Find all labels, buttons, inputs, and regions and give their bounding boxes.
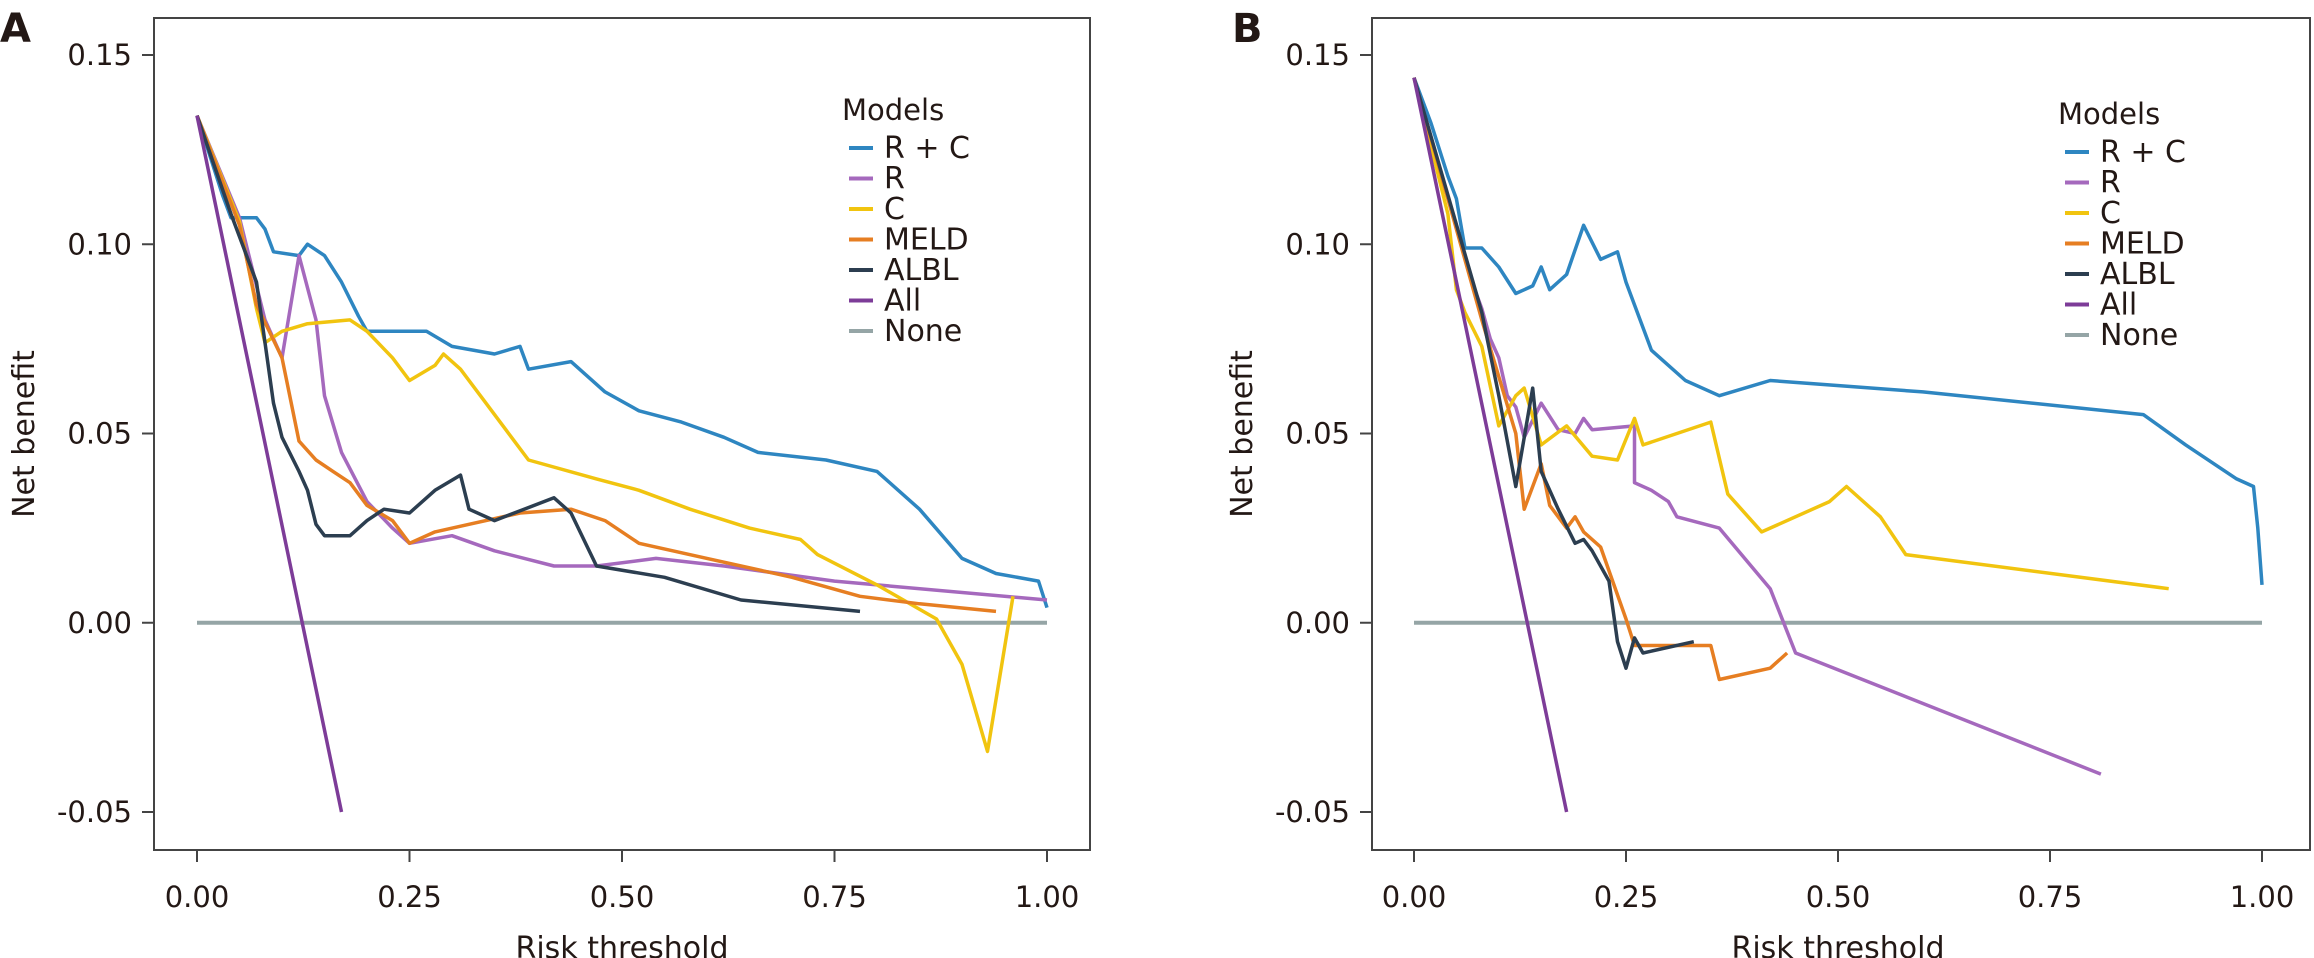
- legend-label: All: [2100, 288, 2137, 323]
- series-line-all: [195, 115, 344, 813]
- x-tick-label: 1.00: [1015, 880, 1080, 914]
- y-tick-label: 0.15: [67, 38, 132, 72]
- x-tick-label: 0.00: [1382, 880, 1447, 914]
- panel-b: B 0.00 0.25 0.50 0.75 1.00 -0.05 0.00 0.…: [1225, 6, 2311, 958]
- legend-title: Models: [842, 93, 944, 127]
- series-line-c: [1412, 77, 2169, 591]
- legend-label: MELD: [2100, 227, 2185, 262]
- y-axis-title: Net benefit: [1225, 350, 1260, 518]
- legend-label: R: [2100, 166, 2121, 201]
- legend-label: None: [884, 314, 962, 349]
- series-layer: [195, 114, 1049, 813]
- x-tick-labels: 0.00 0.25 0.50 0.75 1.00: [1382, 880, 2295, 914]
- y-tick-label: 0.10: [67, 227, 132, 261]
- x-tick-label: 0.75: [2018, 880, 2083, 914]
- series-layer: [1412, 77, 2264, 813]
- legend-label: R + C: [2100, 135, 2186, 170]
- x-axis-title: Risk threshold: [515, 931, 728, 958]
- legend-title: Models: [2058, 97, 2160, 131]
- series-line-r: [195, 114, 1048, 602]
- y-tick-label: -0.05: [1275, 795, 1350, 829]
- axis-ticks: [1360, 54, 2263, 862]
- series-line-meld: [195, 114, 997, 614]
- x-tick-label: 0.75: [802, 880, 867, 914]
- series-line-r-c: [195, 115, 1049, 609]
- x-axis-title: Risk threshold: [1731, 931, 1944, 958]
- series-line-r: [1412, 77, 2102, 776]
- series-line-albl: [195, 115, 861, 614]
- y-tick-label: 0.10: [1285, 227, 1350, 261]
- legend-label: ALBL: [2100, 257, 2175, 292]
- y-axis-title: Net benefit: [7, 350, 42, 518]
- series-line-meld: [1412, 77, 1789, 682]
- legend-label: MELD: [884, 223, 969, 258]
- series-line-c: [195, 114, 1015, 754]
- y-tick-label: 0.15: [1285, 38, 1350, 72]
- legend-label: ALBL: [884, 253, 959, 288]
- y-tick-labels: -0.05 0.00 0.05 0.10 0.15: [57, 38, 132, 829]
- x-tick-labels: 0.00 0.25 0.50 0.75 1.00: [165, 880, 1080, 914]
- x-tick-label: 0.25: [1594, 880, 1659, 914]
- x-tick-label: 0.00: [165, 880, 230, 914]
- x-tick-label: 1.00: [2230, 880, 2295, 914]
- y-tick-label: 0.00: [67, 606, 132, 640]
- y-tick-label: 0.05: [67, 417, 132, 451]
- panel-a: A 0.00 0.25 0.50 0.75 1.00 -0.05 0.00 0.…: [0, 6, 1091, 958]
- panel-label: A: [0, 6, 31, 52]
- series-line-all: [1412, 77, 1569, 813]
- y-tick-label: 0.00: [1285, 606, 1350, 640]
- y-tick-labels: -0.05 0.00 0.05 0.10 0.15: [1275, 38, 1350, 829]
- y-tick-label: -0.05: [57, 795, 132, 829]
- x-tick-label: 0.50: [1806, 880, 1871, 914]
- series-line-albl: [1412, 77, 1695, 670]
- legend-label: C: [2100, 196, 2121, 231]
- legend-label: R: [884, 162, 905, 197]
- y-tick-label: 0.05: [1285, 417, 1350, 451]
- x-tick-label: 0.50: [590, 880, 655, 914]
- legend-label: C: [884, 192, 905, 227]
- x-tick-label: 0.25: [377, 880, 442, 914]
- legend-label: None: [2100, 318, 2178, 353]
- panel-label: B: [1232, 6, 1263, 52]
- legend-label: R + C: [884, 131, 970, 166]
- legend-label: All: [884, 284, 921, 319]
- series-line-r-c: [1412, 77, 2264, 586]
- axis-ticks: [142, 54, 1048, 862]
